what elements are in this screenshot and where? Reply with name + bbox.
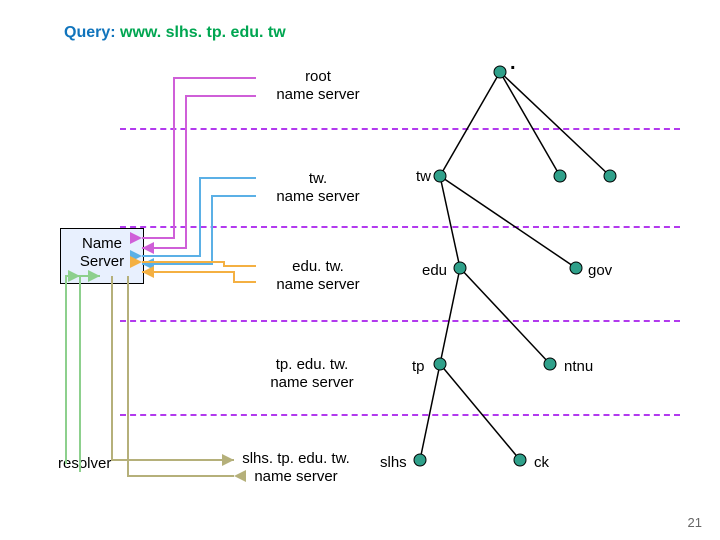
tree-node: [434, 358, 447, 371]
tree-node: [454, 262, 467, 275]
server-label: edu. tw.name server: [258, 258, 378, 294]
server-label: tp. edu. tw.name server: [252, 356, 372, 392]
tier-divider: [120, 226, 680, 228]
query-title: Query: www. slhs. tp. edu. tw: [64, 24, 286, 42]
tree-node-label: gov: [588, 262, 612, 279]
resolver-label: resolver: [58, 455, 111, 472]
name-server-line1: Name: [82, 235, 122, 252]
tree-node-label: slhs: [380, 454, 407, 471]
tree-node: [544, 358, 557, 371]
tree-node-label: tw: [416, 168, 431, 185]
name-server-line2: Server: [80, 253, 124, 270]
tree-node-label: .: [510, 52, 516, 75]
tree-node: [434, 170, 447, 183]
tree-node-label: ck: [534, 454, 549, 471]
tree-node-label: ntnu: [564, 358, 593, 375]
dns-resolution-diagram: Query: www. slhs. tp. edu. tw Name Serve…: [0, 0, 720, 540]
tree-node: [414, 454, 427, 467]
server-label: tw.name server: [258, 170, 378, 206]
tree-node: [604, 170, 617, 183]
tree-node-label: tp: [412, 358, 425, 375]
tree-node: [554, 170, 567, 183]
tree-node: [514, 454, 527, 467]
tree-node: [494, 66, 507, 79]
server-label: rootname server: [258, 68, 378, 104]
server-label: slhs. tp. edu. tw.name server: [236, 450, 356, 486]
slide-number: 21: [688, 515, 702, 530]
name-server-box: Name Server: [60, 228, 144, 284]
tree-node-label: edu: [422, 262, 447, 279]
tier-divider: [120, 414, 680, 416]
tier-divider: [120, 128, 680, 130]
query-prefix: Query:: [64, 24, 120, 41]
tier-divider: [120, 320, 680, 322]
query-hostname: www. slhs. tp. edu. tw: [120, 24, 286, 41]
tree-node: [570, 262, 583, 275]
